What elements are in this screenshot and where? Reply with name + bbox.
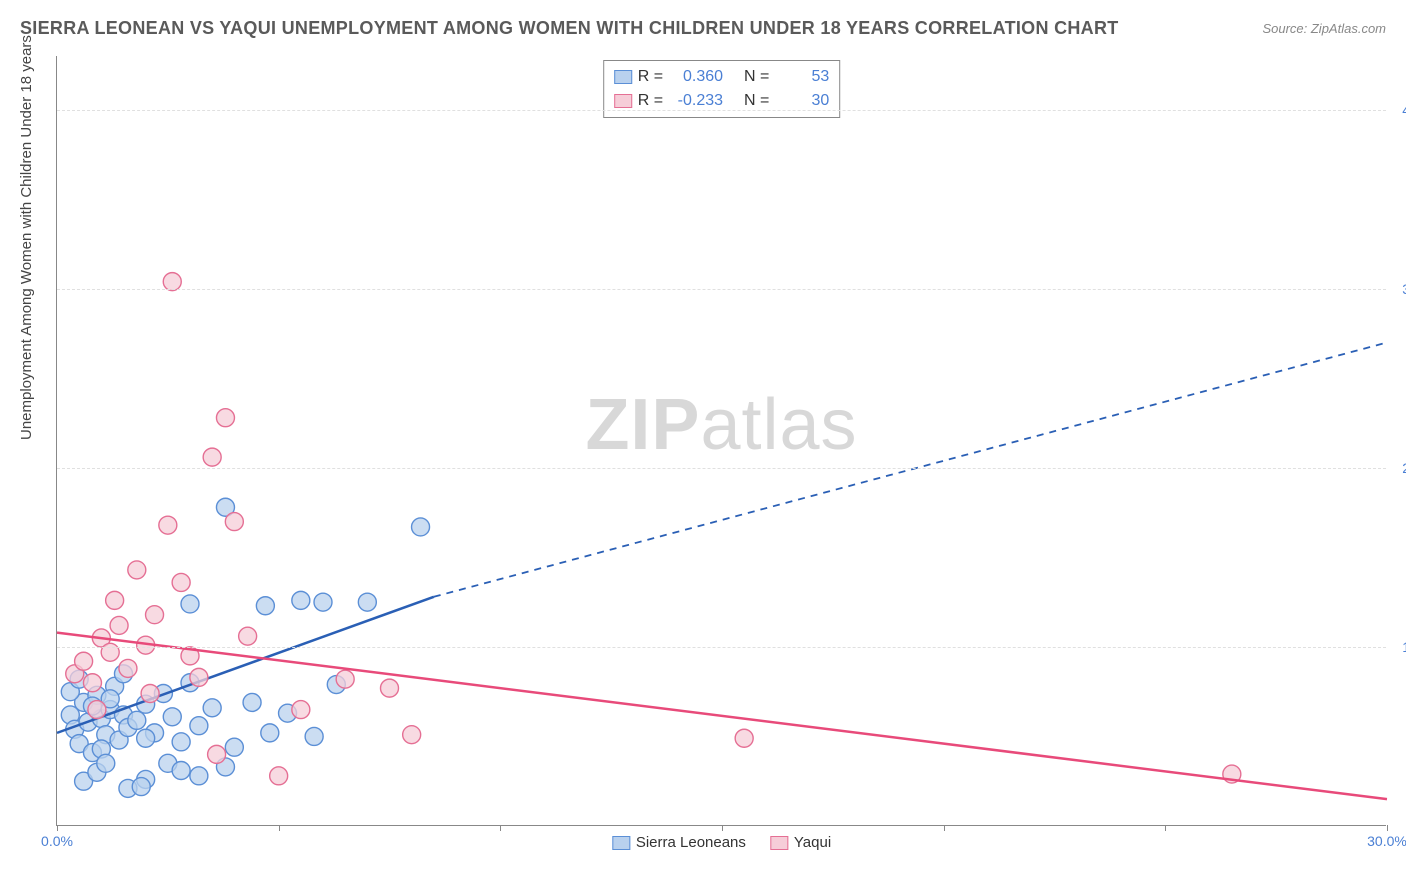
scatter-svg xyxy=(57,56,1386,825)
scatter-point xyxy=(261,724,279,742)
legend-swatch xyxy=(614,94,632,108)
scatter-point xyxy=(292,591,310,609)
scatter-point xyxy=(172,733,190,751)
scatter-point xyxy=(119,659,137,677)
trend-line-dashed xyxy=(434,343,1387,597)
scatter-point xyxy=(270,767,288,785)
scatter-point xyxy=(83,674,101,692)
scatter-point xyxy=(412,518,430,536)
scatter-point xyxy=(381,679,399,697)
scatter-point xyxy=(75,652,93,670)
stat-r-value: 0.360 xyxy=(669,65,723,89)
chart-title: SIERRA LEONEAN VS YAQUI UNEMPLOYMENT AMO… xyxy=(20,18,1119,39)
x-tick-mark xyxy=(1165,825,1166,831)
scatter-point xyxy=(159,516,177,534)
scatter-point xyxy=(128,561,146,579)
legend-label: Yaqui xyxy=(794,834,831,851)
stat-n-value: 53 xyxy=(775,65,829,89)
scatter-point xyxy=(141,684,159,702)
x-tick-mark xyxy=(500,825,501,831)
scatter-point xyxy=(172,761,190,779)
scatter-point xyxy=(97,754,115,772)
scatter-point xyxy=(735,729,753,747)
x-tick-mark xyxy=(57,825,58,831)
y-tick-label: 10.0% xyxy=(1392,639,1406,655)
scatter-point xyxy=(88,701,106,719)
scatter-point xyxy=(239,627,257,645)
legend-item: Yaqui xyxy=(770,834,831,851)
legend-item: Sierra Leoneans xyxy=(612,834,746,851)
scatter-point xyxy=(243,693,261,711)
chart-plot-area: ZIPatlas R =0.360 N =53R =-0.233 N =30 S… xyxy=(56,56,1386,826)
scatter-point xyxy=(128,711,146,729)
scatter-point xyxy=(358,593,376,611)
scatter-point xyxy=(106,591,124,609)
source-attribution: Source: ZipAtlas.com xyxy=(1262,21,1386,36)
x-tick-mark xyxy=(722,825,723,831)
trend-line-solid xyxy=(57,597,434,733)
x-tick-mark xyxy=(279,825,280,831)
gridline-horizontal xyxy=(57,289,1386,290)
scatter-point xyxy=(163,708,181,726)
scatter-point xyxy=(203,699,221,717)
series-legend: Sierra Leoneans Yaqui xyxy=(612,834,831,851)
scatter-point xyxy=(203,448,221,466)
x-tick-mark xyxy=(1387,825,1388,831)
scatter-point xyxy=(225,513,243,531)
scatter-point xyxy=(181,595,199,613)
stat-n-label: N = xyxy=(744,65,769,89)
scatter-point xyxy=(216,409,234,427)
legend-label: Sierra Leoneans xyxy=(636,834,746,851)
scatter-point xyxy=(146,606,164,624)
scatter-point xyxy=(208,745,226,763)
scatter-point xyxy=(190,668,208,686)
scatter-point xyxy=(132,778,150,796)
scatter-point xyxy=(137,729,155,747)
scatter-point xyxy=(336,670,354,688)
scatter-point xyxy=(110,616,128,634)
scatter-point xyxy=(190,767,208,785)
gridline-horizontal xyxy=(57,647,1386,648)
scatter-point xyxy=(190,717,208,735)
y-tick-label: 30.0% xyxy=(1392,281,1406,297)
scatter-point xyxy=(314,593,332,611)
scatter-point xyxy=(305,727,323,745)
scatter-point xyxy=(172,573,190,591)
x-tick-mark xyxy=(944,825,945,831)
gridline-horizontal xyxy=(57,468,1386,469)
gridline-horizontal xyxy=(57,110,1386,111)
y-axis-label: Unemployment Among Women with Children U… xyxy=(18,35,35,440)
scatter-point xyxy=(256,597,274,615)
legend-swatch xyxy=(614,70,632,84)
scatter-point xyxy=(403,726,421,744)
x-tick-label: 0.0% xyxy=(41,833,73,849)
stats-row: R =0.360 N =53 xyxy=(614,65,830,89)
legend-swatch xyxy=(770,836,788,850)
trend-line xyxy=(57,633,1387,800)
y-tick-label: 40.0% xyxy=(1392,102,1406,118)
x-tick-label: 30.0% xyxy=(1367,833,1406,849)
y-tick-label: 20.0% xyxy=(1392,460,1406,476)
scatter-point xyxy=(292,701,310,719)
legend-swatch xyxy=(612,836,630,850)
scatter-point xyxy=(225,738,243,756)
stat-r-label: R = xyxy=(638,65,663,89)
